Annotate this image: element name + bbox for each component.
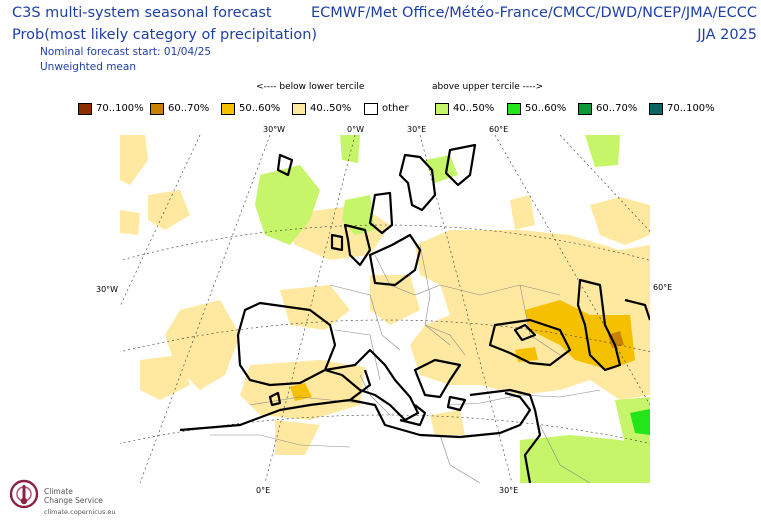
legend-swatch — [507, 103, 521, 115]
legend-swatch — [221, 103, 235, 115]
nominal-start-date: Nominal forecast start: 01/04/25 — [40, 46, 212, 58]
lon-label-0-bottom: 0°E — [256, 486, 271, 495]
forecast-season: JJA 2025 — [697, 27, 757, 43]
above-tercile-40-50-areas — [255, 135, 650, 483]
lon-label-30e-top: 30°E — [407, 125, 427, 134]
lon-label-30w-left: 30°W — [96, 285, 119, 294]
below-tercile-60-70-areas — [608, 331, 624, 348]
lon-label-60e-right: 60°E — [653, 283, 673, 292]
logo-name-line2: Change Service — [44, 496, 103, 505]
legend-above-upper-tercile-label: above upper tercile ----> — [432, 82, 544, 92]
lon-label-60e-top: 60°E — [489, 125, 509, 134]
weighting-method: Unweighted mean — [40, 61, 136, 73]
legend-swatch — [435, 103, 449, 115]
map-graticule — [120, 135, 650, 483]
legend-swatch — [649, 103, 663, 115]
legend-label: 60..70% — [596, 103, 638, 114]
country-borders — [210, 244, 601, 483]
lon-label-30w-top: 30°W — [263, 125, 286, 134]
lon-label-30e-bottom: 30°E — [499, 486, 519, 495]
legend-label: 50..60% — [239, 103, 281, 114]
legend-label: 60..70% — [168, 103, 210, 114]
legend-swatch — [364, 103, 378, 115]
legend-swatch — [292, 103, 306, 115]
legend-label: 50..60% — [525, 103, 567, 114]
legend-label: 40..50% — [453, 103, 495, 114]
model-systems-list: ECMWF/Met Office/Météo-France/CMCC/DWD/N… — [310, 5, 757, 21]
copernicus-logo: Climate Change Service climate.copernicu… — [8, 477, 138, 519]
legend-below-lower-tercile-label: <---- below lower tercile — [256, 82, 365, 92]
above-tercile-50-60-areas — [630, 409, 650, 435]
legend-swatch — [78, 103, 92, 115]
probability-legend: 70..100% 60..70% 50..60% 40..50% other 4… — [78, 102, 728, 118]
legend-swatch — [578, 103, 592, 115]
forecast-variable: Prob(most likely category of precipitati… — [12, 27, 318, 43]
legend-swatch — [150, 103, 164, 115]
legend-label: other — [382, 103, 409, 114]
lon-label-0-top: 0°W — [347, 125, 364, 134]
legend-label: 70..100% — [667, 103, 715, 114]
c3s-emblem-icon — [9, 479, 39, 509]
legend-label: 70..100% — [96, 103, 144, 114]
forecast-title: C3S multi-system seasonal forecast — [12, 5, 272, 21]
logo-name-line1: Climate — [44, 487, 73, 496]
coastlines — [179, 143, 650, 483]
logo-url: climate.copernicus.eu — [44, 508, 116, 516]
europe-precipitation-map — [120, 135, 650, 483]
legend-label: 40..50% — [310, 103, 352, 114]
